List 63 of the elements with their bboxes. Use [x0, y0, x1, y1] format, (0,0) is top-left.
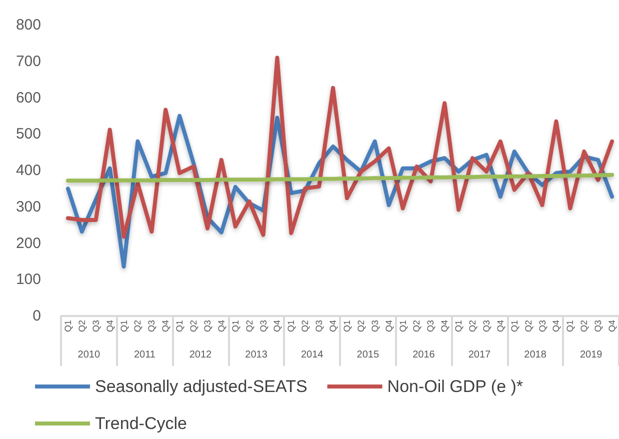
text: 2018	[524, 350, 547, 360]
x-tick-label: Q4	[328, 320, 338, 332]
x-tick-label: Q3	[537, 320, 548, 332]
legend-label: Trend-Cycle	[95, 414, 187, 433]
x-tick-label: Q1	[342, 320, 352, 332]
x-tick-label: Q3	[146, 320, 157, 332]
x-tick-label: Q2	[244, 320, 254, 332]
text: 2017	[468, 350, 492, 360]
text: 2016	[412, 350, 436, 360]
x-tick-label: Q1	[118, 320, 129, 332]
text: 2015	[356, 350, 380, 360]
x-tick-label: Q1	[454, 320, 464, 332]
x-tick-label: Q4	[607, 320, 618, 332]
text: 2012	[189, 350, 212, 360]
x-tick-label: Q2	[356, 320, 366, 332]
x-tick-label: Q2	[523, 320, 534, 332]
legend-label: Seasonally adjusted-SEATS	[95, 377, 308, 396]
y-tick-label: 800	[16, 16, 41, 34]
x-tick-label: Q4	[272, 320, 282, 332]
y-tick-label: 100	[16, 271, 41, 288]
y-tick-label: 400	[16, 162, 41, 179]
x-tick-label: Q4	[440, 320, 450, 332]
y-tick-label: 300	[16, 198, 41, 216]
x-tick-label: Q2	[132, 320, 143, 332]
x-tick-label: Q1	[62, 320, 73, 332]
x-tick-label: Q3	[314, 320, 324, 332]
y-tick-label: 600	[16, 89, 41, 106]
x-tick-label: Q1	[286, 320, 296, 332]
x-tick-label: Q2	[579, 320, 590, 332]
x-tick-label: Q3	[90, 320, 101, 332]
x-tick-label: Q2	[412, 320, 422, 332]
y-tick-label: 0	[32, 308, 41, 324]
x-tick-label: Q2	[468, 320, 478, 332]
legend-label: Non-Oil GDP (e )*	[387, 377, 524, 396]
x-tick-label: Q2	[188, 320, 199, 332]
x-tick-label: Q3	[370, 320, 380, 332]
x-tick-label: Q4	[104, 320, 115, 332]
x-tick-label: Q1	[565, 320, 576, 332]
text: 2013	[245, 350, 268, 360]
x-tick-label: Q3	[426, 320, 436, 332]
text: 2010	[78, 350, 100, 360]
y-tick-label: 200	[16, 234, 41, 252]
x-tick-label: Q1	[230, 320, 240, 332]
x-tick-label: Q3	[593, 320, 604, 332]
x-tick-label: Q3	[481, 320, 492, 332]
x-tick-label: Q2	[300, 320, 310, 332]
x-tick-label: Q1	[174, 320, 185, 332]
text: 2019	[580, 350, 603, 360]
line-series	[66, 56, 614, 239]
x-tick-label: Q2	[76, 320, 87, 332]
x-tick-label: Q4	[384, 320, 394, 332]
x-tick-label: Q1	[398, 320, 408, 332]
y-tick-label: 700	[16, 52, 41, 70]
text: 2011	[134, 350, 156, 360]
x-tick-label: Q1	[509, 320, 520, 332]
x-tick-label: Q4	[551, 320, 562, 332]
x-tick-label: Q4	[216, 320, 226, 332]
text: 2014	[300, 350, 324, 360]
x-tick-label: Q3	[258, 320, 268, 332]
x-tick-label: Q3	[202, 320, 212, 332]
x-tick-label: Q4	[495, 320, 506, 332]
x-tick-label: Q4	[160, 320, 171, 332]
y-tick-label: 500	[16, 126, 41, 143]
